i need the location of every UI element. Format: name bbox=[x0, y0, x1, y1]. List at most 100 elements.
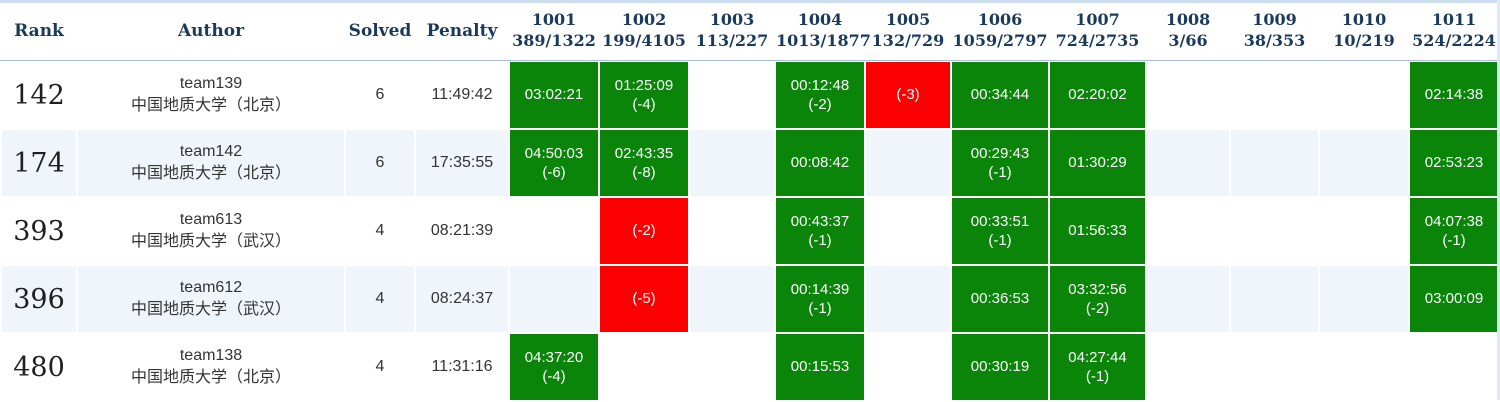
problem-cell bbox=[866, 334, 950, 400]
problem-cell: 04:27:44 (-1) bbox=[1050, 334, 1145, 400]
problem-cell: 01:30:29 bbox=[1050, 130, 1145, 196]
top-border-strip bbox=[0, 0, 1500, 3]
problem-cell: 04:50:03 (-6) bbox=[510, 130, 598, 196]
problem-cell: 00:12:48 (-2) bbox=[776, 62, 864, 128]
problem-cell bbox=[1231, 334, 1318, 400]
problem-stats: 132/729 bbox=[871, 31, 945, 50]
wrong-tries: (-1) bbox=[988, 232, 1012, 249]
problem-cell bbox=[600, 334, 688, 400]
col-header-problem-1001: 1001 389/1322 bbox=[510, 2, 598, 60]
problem-id: 1010 bbox=[1341, 10, 1387, 30]
col-header-rank: Rank bbox=[14, 20, 64, 41]
problem-id: 1011 bbox=[1431, 10, 1477, 30]
ac-time: 00:33:51 bbox=[970, 212, 1030, 230]
problem-cell bbox=[1147, 198, 1229, 264]
team-row: 174 team142 中国地质大学（北京） 6 17:35:55 04:50:0… bbox=[2, 130, 1498, 196]
wrong-tries: (-1) bbox=[808, 300, 832, 317]
problem-cell: 03:32:56 (-2) bbox=[1050, 266, 1145, 332]
header-divider bbox=[0, 60, 1500, 61]
team-rank: 480 bbox=[13, 351, 65, 383]
problem-cell bbox=[1320, 334, 1408, 400]
team-solved: 4 bbox=[375, 222, 385, 239]
team-school: 中国地质大学（北京） bbox=[130, 369, 291, 386]
ac-time: 01:25:09 bbox=[614, 76, 674, 94]
team-author: team613 中国地质大学（武汉） bbox=[78, 198, 344, 264]
problem-cell: 01:56:33 bbox=[1050, 198, 1145, 264]
col-header-problem-1009: 1009 38/353 bbox=[1231, 2, 1318, 60]
problem-cell: 03:02:21 bbox=[510, 62, 598, 128]
problem-cell: 04:07:38 (-1) bbox=[1410, 198, 1498, 264]
wrong-tries: (-2) bbox=[632, 222, 656, 240]
problem-cell: 00:36:53 bbox=[952, 266, 1048, 332]
problem-stats: 524/2224 bbox=[1412, 31, 1496, 50]
team-row: 396 team612 中国地质大学（武汉） 4 08:24:37 (-5) 00… bbox=[2, 266, 1498, 332]
problem-stats: 724/2735 bbox=[1055, 31, 1140, 50]
problem-id: 1001 bbox=[531, 10, 577, 30]
wrong-tries: (-1) bbox=[1442, 232, 1466, 249]
wrong-tries: (-6) bbox=[542, 164, 566, 181]
wrong-tries: (-1) bbox=[808, 232, 832, 249]
ac-time: 02:53:23 bbox=[1424, 154, 1484, 172]
ac-time: 02:14:38 bbox=[1424, 86, 1484, 104]
problem-cell bbox=[1147, 130, 1229, 196]
problem-id: 1002 bbox=[621, 10, 667, 30]
problem-cell bbox=[690, 130, 774, 196]
col-header-problem-1008: 1008 3/66 bbox=[1147, 2, 1229, 60]
problem-stats: 389/1322 bbox=[512, 31, 596, 50]
team-rank: 393 bbox=[13, 215, 65, 247]
col-header-problem-1002: 1002 199/4105 bbox=[600, 2, 688, 60]
team-school: 中国地质大学（北京） bbox=[130, 165, 291, 182]
ac-time: 04:27:44 bbox=[1068, 348, 1127, 366]
problem-cell: (-5) bbox=[600, 266, 688, 332]
team-solved: 4 bbox=[375, 290, 385, 307]
col-header-problem-1007: 1007 724/2735 bbox=[1050, 2, 1145, 60]
problem-cell: 02:43:35 (-8) bbox=[600, 130, 688, 196]
ac-time: 04:37:20 bbox=[524, 348, 584, 366]
problem-cell bbox=[1147, 62, 1229, 128]
problem-cell: 00:29:43 (-1) bbox=[952, 130, 1048, 196]
team-solved: 6 bbox=[375, 86, 385, 103]
team-author: team142 中国地质大学（北京） bbox=[78, 130, 344, 196]
col-header-problem-1010: 1010 10/219 bbox=[1320, 2, 1408, 60]
ac-time: 03:32:56 bbox=[1068, 280, 1127, 298]
problem-cell bbox=[1231, 62, 1318, 128]
problem-cell bbox=[690, 334, 774, 400]
problem-stats: 1013/1877 bbox=[776, 31, 871, 50]
problem-cell bbox=[690, 62, 774, 128]
team-author: team612 中国地质大学（武汉） bbox=[78, 266, 344, 332]
problem-cell bbox=[690, 198, 774, 264]
problem-cell bbox=[1320, 266, 1408, 332]
wrong-tries: (-8) bbox=[632, 164, 656, 181]
problem-stats: 3/66 bbox=[1168, 31, 1208, 50]
problem-id: 1005 bbox=[885, 10, 931, 30]
col-header-problem-1005: 1005 132/729 bbox=[866, 2, 950, 60]
wrong-tries: (-5) bbox=[632, 290, 656, 308]
team-penalty: 08:24:37 bbox=[430, 290, 494, 307]
problem-cell bbox=[1147, 334, 1229, 400]
problem-cell: 00:08:42 bbox=[776, 130, 864, 196]
scrollbar-track bbox=[1497, 0, 1500, 400]
problem-cell bbox=[690, 266, 774, 332]
ac-time: 04:07:38 bbox=[1424, 212, 1484, 230]
ac-time: 00:30:19 bbox=[970, 358, 1030, 376]
team-author: team138 中国地质大学（北京） bbox=[78, 334, 344, 400]
col-header-problem-1003: 1003 113/227 bbox=[690, 2, 774, 60]
wrong-tries: (-4) bbox=[542, 368, 566, 385]
ac-time: 00:12:48 bbox=[790, 76, 850, 94]
problem-cell: 03:00:09 bbox=[1410, 266, 1498, 332]
problem-stats: 113/227 bbox=[695, 31, 769, 50]
ac-time: 01:30:29 bbox=[1068, 154, 1127, 172]
wrong-tries: (-1) bbox=[1085, 368, 1110, 385]
problem-id: 1004 bbox=[797, 10, 843, 30]
problem-stats: 199/4105 bbox=[602, 31, 686, 50]
ac-time: 02:20:02 bbox=[1068, 86, 1127, 104]
team-school: 中国地质大学（北京） bbox=[130, 97, 291, 114]
ac-time: 00:29:43 bbox=[970, 144, 1030, 162]
problem-cell: 00:30:19 bbox=[952, 334, 1048, 400]
team-rank: 174 bbox=[13, 147, 65, 179]
problem-cell: 00:14:39 (-1) bbox=[776, 266, 864, 332]
ac-time: 03:02:21 bbox=[524, 86, 584, 104]
problem-cell bbox=[1320, 130, 1408, 196]
problem-cell bbox=[510, 266, 598, 332]
